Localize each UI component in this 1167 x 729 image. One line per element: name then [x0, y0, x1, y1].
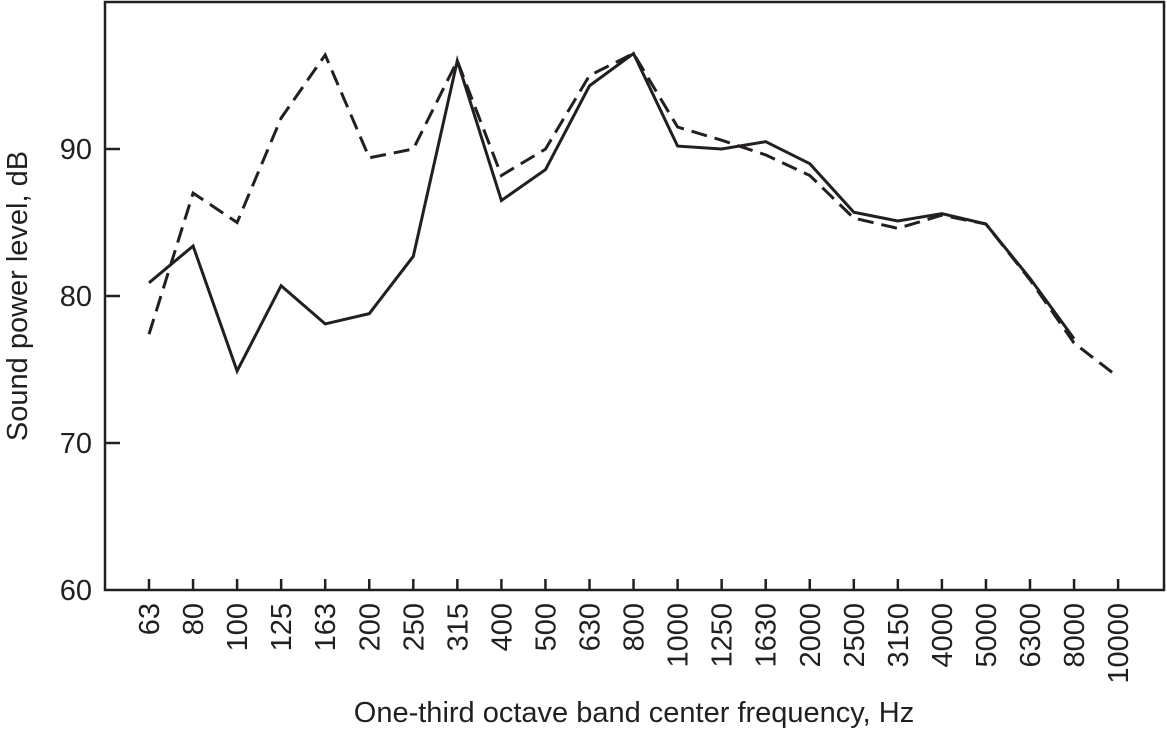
x-tick-label: 1000	[663, 603, 695, 668]
x-tick-label: 800	[619, 603, 651, 651]
series-line-dashed	[147, 51, 1120, 379]
y-tick-label: 80	[60, 281, 92, 313]
x-tick-label: 2500	[839, 603, 871, 668]
x-tick-label: 10000	[1103, 603, 1135, 684]
plot-border	[103, 0, 1166, 592]
x-tick-label: 163	[310, 603, 342, 651]
x-tick-label: 250	[398, 603, 430, 651]
x-tick-label: 5000	[971, 603, 1003, 668]
series-layer	[147, 51, 1120, 379]
x-tick-label: 3150	[883, 603, 915, 668]
x-tick-label: 8000	[1059, 603, 1091, 668]
x-tick-label: 2000	[795, 603, 827, 668]
x-tick-label: 125	[266, 603, 298, 651]
x-tick-label: 1250	[707, 603, 739, 668]
x-tick-label: 400	[486, 603, 518, 651]
x-tick-label: 100	[222, 603, 254, 651]
x-tick-label: 200	[354, 603, 386, 651]
plot-frame	[103, 0, 1166, 592]
y-tick-label: 60	[60, 575, 92, 607]
x-tick-label: 4000	[927, 603, 959, 668]
y-tick-label: 70	[60, 428, 92, 460]
y-axis: 60 70 80 90	[60, 134, 120, 607]
series-line-solid	[148, 51, 1076, 375]
x-axis: 63 80 100 125 163 200 250 315 400 500 630 800 1000 12…	[134, 579, 1135, 684]
x-tick-label: 315	[442, 603, 474, 651]
x-axis-label: One-third octave band center frequency, …	[354, 697, 914, 729]
x-tick-label: 6300	[1015, 603, 1047, 668]
y-axis-label: Sound power level, dB	[2, 151, 34, 441]
x-tick-label: 63	[134, 603, 166, 635]
x-tick-label: 630	[575, 603, 607, 651]
x-tick-label: 500	[530, 603, 562, 651]
y-tick-label: 90	[60, 134, 92, 166]
x-tick-label: 1630	[751, 603, 783, 668]
x-tick-label: 80	[178, 603, 210, 635]
